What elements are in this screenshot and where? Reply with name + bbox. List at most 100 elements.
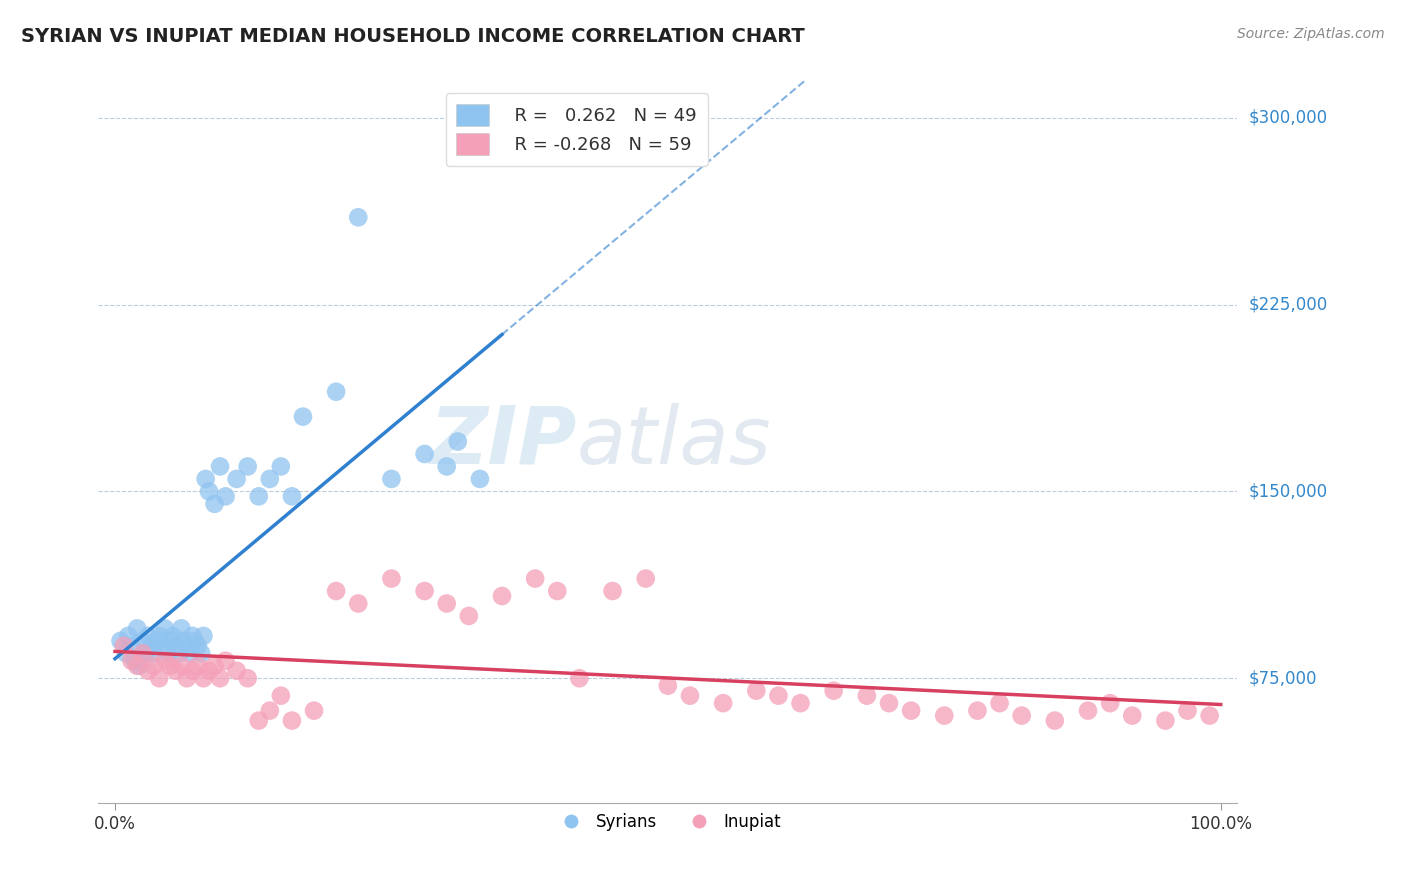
Point: [1177, 704, 1199, 718]
Point: [877, 696, 900, 710]
Point: [679, 689, 702, 703]
Text: atlas: atlas: [576, 402, 772, 481]
Point: [413, 584, 436, 599]
Point: [347, 211, 370, 225]
Point: [150, 639, 173, 653]
Point: [768, 689, 790, 703]
Text: $75,000: $75,000: [1249, 669, 1317, 687]
Point: [170, 621, 193, 635]
Point: [110, 633, 132, 648]
Point: [194, 472, 217, 486]
Point: [823, 683, 845, 698]
Point: [115, 646, 138, 660]
Point: [136, 629, 159, 643]
Point: [1198, 708, 1220, 723]
Point: [1077, 704, 1099, 718]
Point: [259, 704, 281, 718]
Point: [165, 639, 187, 653]
Point: [162, 629, 184, 643]
Point: [136, 664, 159, 678]
Point: [148, 671, 170, 685]
Text: SYRIAN VS INUPIAT MEDIAN HOUSEHOLD INCOME CORRELATION CHART: SYRIAN VS INUPIAT MEDIAN HOUSEHOLD INCOM…: [21, 27, 804, 45]
Point: [856, 689, 879, 703]
Point: [325, 384, 347, 399]
Point: [657, 679, 679, 693]
Point: [281, 714, 304, 728]
Point: [270, 689, 292, 703]
Text: Source: ZipAtlas.com: Source: ZipAtlas.com: [1237, 27, 1385, 41]
Point: [167, 646, 190, 660]
Point: [112, 639, 135, 653]
Text: ZIP: ZIP: [429, 402, 576, 481]
Point: [934, 708, 956, 723]
Point: [198, 484, 221, 499]
Point: [170, 658, 193, 673]
Point: [413, 447, 436, 461]
Point: [966, 704, 988, 718]
Point: [193, 671, 215, 685]
Point: [711, 696, 734, 710]
Point: [121, 639, 143, 653]
Point: [380, 572, 402, 586]
Point: [225, 472, 247, 486]
Point: [380, 472, 402, 486]
Point: [457, 609, 479, 624]
Point: [468, 472, 491, 486]
Point: [436, 459, 458, 474]
Text: $300,000: $300,000: [1249, 109, 1327, 127]
Point: [1154, 714, 1177, 728]
Point: [546, 584, 568, 599]
Point: [1043, 714, 1066, 728]
Point: [153, 621, 176, 635]
Point: [128, 658, 150, 673]
Point: [139, 639, 162, 653]
Point: [148, 629, 170, 643]
Point: [187, 658, 209, 673]
Point: [176, 671, 198, 685]
Point: [209, 671, 232, 685]
Point: [198, 664, 221, 678]
Point: [204, 497, 226, 511]
Point: [225, 664, 247, 678]
Point: [491, 589, 513, 603]
Point: [236, 459, 259, 474]
Point: [173, 633, 195, 648]
Point: [159, 633, 181, 648]
Point: [988, 696, 1011, 710]
Point: [142, 646, 165, 660]
Point: [302, 704, 325, 718]
Point: [190, 646, 212, 660]
Point: [183, 633, 205, 648]
Point: [121, 654, 143, 668]
Point: [214, 654, 236, 668]
Point: [127, 658, 149, 673]
Point: [176, 639, 198, 653]
Text: $150,000: $150,000: [1249, 483, 1327, 500]
Point: [153, 654, 176, 668]
Point: [214, 489, 236, 503]
Point: [135, 646, 157, 660]
Point: [291, 409, 314, 424]
Point: [117, 629, 139, 643]
Point: [745, 683, 768, 698]
Point: [524, 572, 547, 586]
Point: [270, 459, 292, 474]
Point: [142, 658, 165, 673]
Point: [325, 584, 347, 599]
Point: [131, 633, 153, 648]
Point: [1099, 696, 1122, 710]
Point: [436, 597, 458, 611]
Legend: Syrians, Inupiat: Syrians, Inupiat: [547, 806, 789, 838]
Point: [347, 597, 370, 611]
Point: [193, 629, 215, 643]
Point: [236, 671, 259, 685]
Point: [900, 704, 922, 718]
Point: [187, 639, 209, 653]
Point: [179, 646, 201, 660]
Point: [634, 572, 657, 586]
Point: [281, 489, 304, 503]
Point: [1011, 708, 1033, 723]
Point: [127, 621, 149, 635]
Point: [447, 434, 470, 449]
Point: [247, 489, 270, 503]
